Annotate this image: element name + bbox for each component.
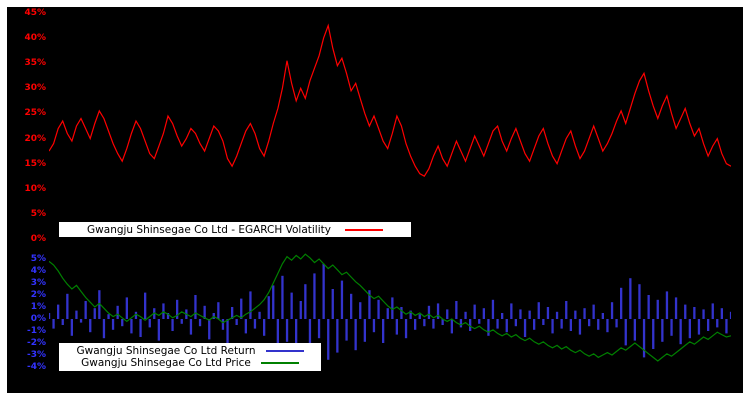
return-price-legend: Gwangju Shinsegae Co Ltd Return Gwangju … <box>59 343 321 371</box>
price-legend-row: Gwangju Shinsegae Co Ltd Price <box>59 357 321 369</box>
return-price-y-axis: -4% -3% -2% -1% 0% 1% 2% 3% 4% 5% <box>13 253 49 373</box>
price-legend-line <box>260 362 299 364</box>
volatility-plot: Gwangju Shinsegae Co Ltd - EGARCH Volati… <box>49 13 731 239</box>
return-legend-row: Gwangju Shinsegae Co Ltd Return <box>59 345 321 357</box>
y-tick-label: 25% <box>24 108 46 119</box>
y-tick-label: 2% <box>30 290 46 300</box>
y-tick-label: 3% <box>30 278 46 288</box>
y-tick-label: 35% <box>24 58 46 69</box>
y-tick-label: 0% <box>30 314 46 324</box>
y-tick-label: 45% <box>24 8 46 18</box>
volatility-line-chart <box>49 23 731 178</box>
return-legend-line <box>265 350 304 352</box>
volatility-panel: 0% 5% 10% 15% 20% 25% 30% 35% 40% 45% Gwangju Shi… <box>13 8 731 244</box>
volatility-legend-line <box>344 228 383 231</box>
return-legend-label: Gwangju Shinsegae Co Ltd Return <box>76 345 256 357</box>
price-legend-label: Gwangju Shinsegae Co Ltd Price <box>81 357 251 369</box>
y-tick-label: 10% <box>24 183 46 194</box>
y-tick-label: 5% <box>30 208 46 219</box>
volatility-legend: Gwangju Shinsegae Co Ltd - EGARCH Volati… <box>59 222 411 237</box>
volatility-y-axis: 0% 5% 10% 15% 20% 25% 30% 35% 40% 45% <box>13 8 49 244</box>
y-tick-label: -1% <box>26 326 46 336</box>
y-tick-label: -2% <box>26 338 46 348</box>
y-tick-label: 20% <box>24 133 46 144</box>
y-tick-label: -3% <box>26 350 46 360</box>
y-tick-label: 15% <box>24 158 46 169</box>
y-tick-label: 0% <box>30 234 46 244</box>
return-price-plot: Gwangju Shinsegae Co Ltd Return Gwangju … <box>49 253 731 373</box>
return-price-chart <box>49 253 731 362</box>
y-tick-label: 30% <box>24 83 46 94</box>
y-tick-label: 1% <box>30 302 46 312</box>
volatility-legend-label: Gwangju Shinsegae Co Ltd - EGARCH Volati… <box>87 223 331 236</box>
y-tick-label: 4% <box>30 266 46 276</box>
plot-background: 0% 5% 10% 15% 20% 25% 30% 35% 40% 45% Gwangju Shi… <box>7 7 743 393</box>
y-tick-label: 5% <box>30 254 46 264</box>
y-tick-label: -4% <box>26 362 46 372</box>
return-price-panel: -4% -3% -2% -1% 0% 1% 2% 3% 4% 5% Gwangju Shinseg… <box>13 253 731 373</box>
y-tick-label: 40% <box>24 33 46 44</box>
